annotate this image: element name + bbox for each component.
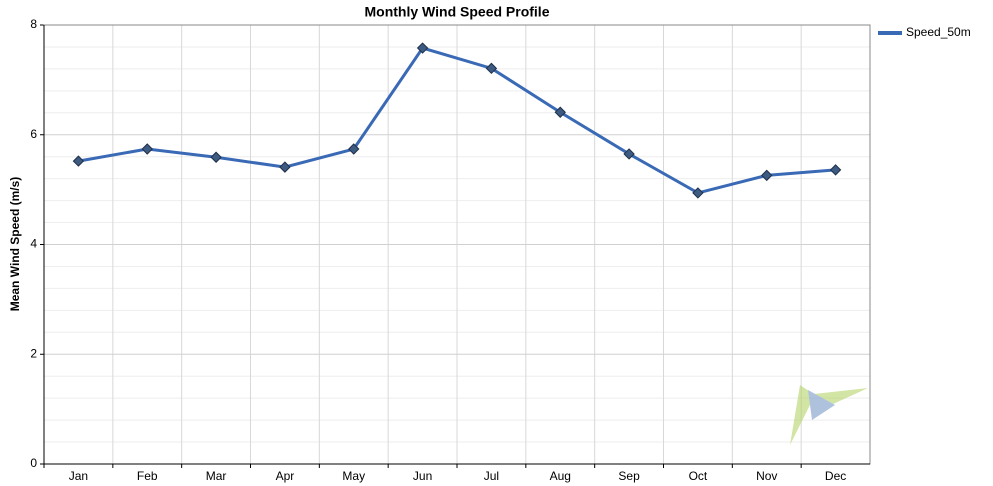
data-point	[623, 148, 635, 160]
data-point	[829, 164, 842, 176]
y-tick-label: 8	[30, 17, 37, 31]
x-tick-label: May	[342, 469, 365, 483]
x-tick-label: Mar	[206, 469, 227, 483]
y-tick-label: 6	[30, 127, 37, 141]
data-point	[692, 187, 704, 199]
x-tick-label: Jul	[484, 469, 499, 483]
data-point	[485, 62, 498, 75]
logo-shape	[790, 385, 815, 445]
x-tick-label: Nov	[756, 469, 777, 483]
logo-shape	[808, 390, 835, 420]
x-tick-label: Feb	[137, 469, 158, 483]
x-tick-label: Aug	[550, 469, 571, 483]
watermark	[790, 385, 868, 445]
x-tick-label: Jan	[69, 469, 88, 483]
data-point	[554, 106, 566, 118]
chart-title: Monthly Wind Speed Profile	[365, 4, 550, 20]
x-tick-label: Dec	[825, 469, 846, 483]
y-tick-label: 4	[30, 237, 37, 251]
x-tick-label: Apr	[276, 469, 295, 483]
data-point	[279, 161, 291, 173]
data-point	[141, 143, 153, 155]
series-line	[78, 46, 836, 195]
data-point	[348, 143, 360, 155]
data-point	[72, 155, 85, 167]
y-tick-label: 2	[30, 346, 37, 360]
legend-label: Speed_50m	[906, 25, 971, 39]
data-point	[210, 151, 222, 163]
x-tick-label: Sep	[618, 469, 640, 483]
x-tick-label: Oct	[689, 469, 708, 483]
y-tick-label: 0	[30, 456, 37, 470]
x-tick-label: Jun	[413, 469, 432, 483]
data-point	[416, 42, 429, 54]
data-point	[761, 169, 773, 182]
y-axis-label: Mean Wind Speed (m/s)	[8, 177, 22, 312]
